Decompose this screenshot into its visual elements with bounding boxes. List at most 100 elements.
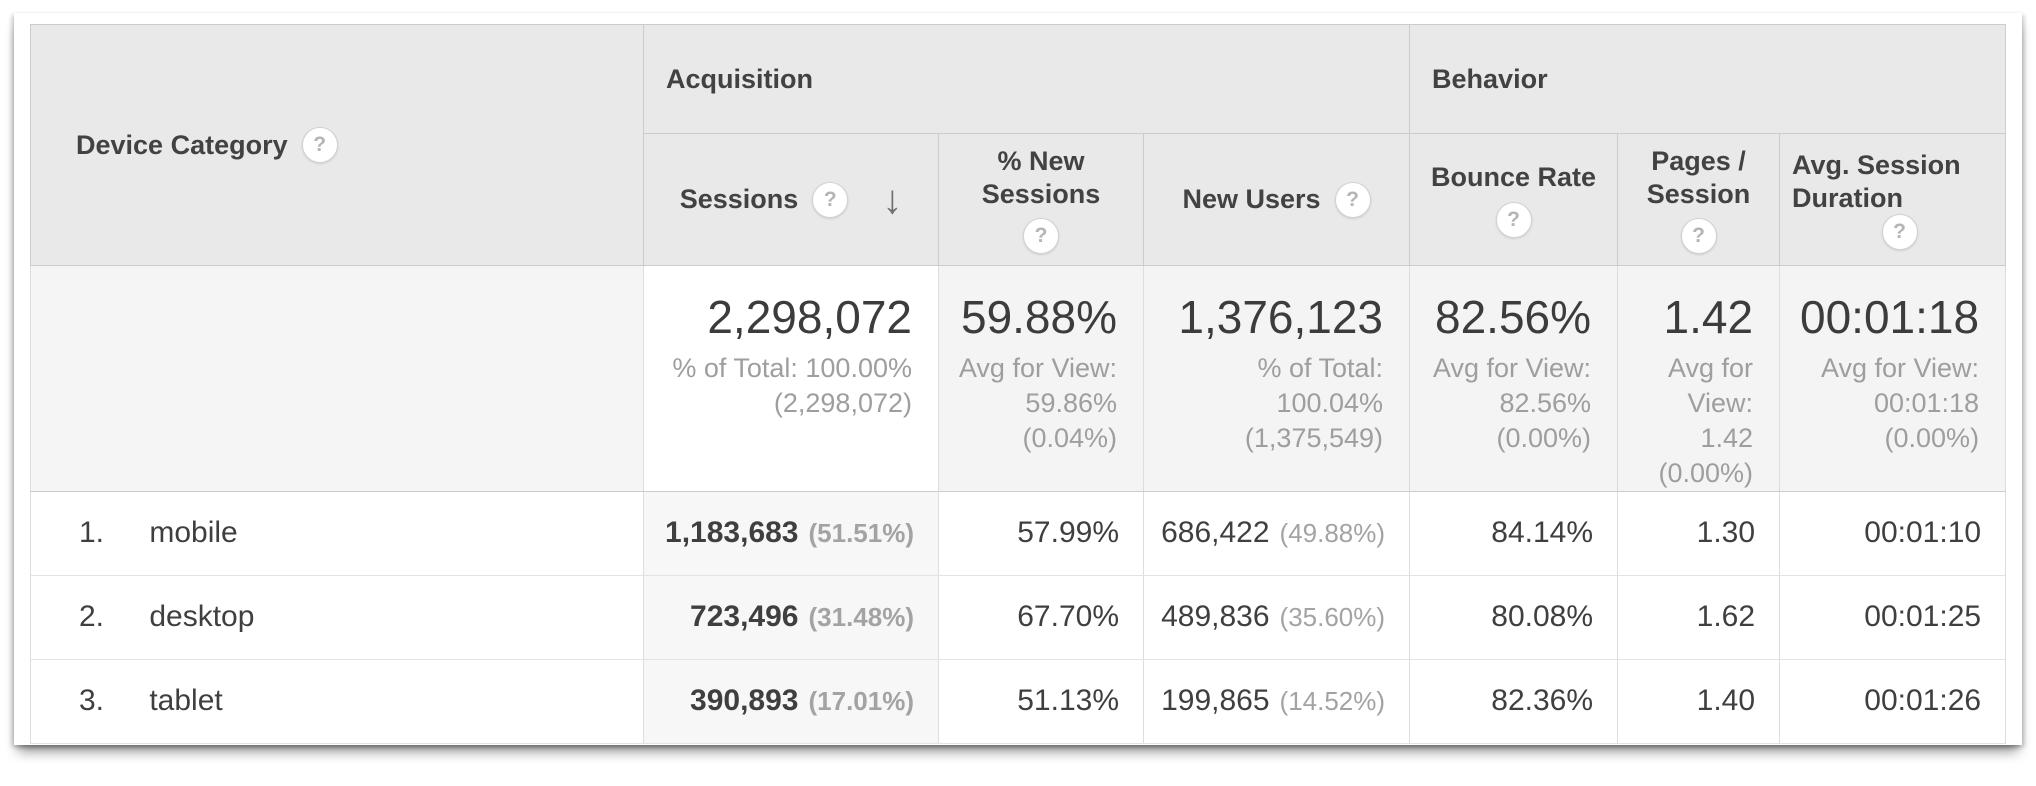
totals-sessions-value: 2,298,072 xyxy=(707,291,912,343)
behavior-group-label: Behavior xyxy=(1432,63,1548,94)
table-row-tablet: 3. tablet 390,893 (17.01%) 51.13% 199,865… xyxy=(30,659,2007,744)
totals-pages-session-cell: 1.42 Avg for View: 1.42 (0.00%) xyxy=(1617,265,1781,492)
pages-session-value: 1.30 xyxy=(1696,516,1756,550)
avg-duration-value: 00:01:10 xyxy=(1864,516,1982,550)
sessions-cell: 723,496 (31.48%) xyxy=(643,575,939,660)
new-users-share: (35.60%) xyxy=(1279,602,1386,633)
device-category-table: Device Category ? Acquisition Behavior S… xyxy=(30,24,2007,744)
help-icon[interactable]: ? xyxy=(1495,201,1532,238)
help-icon[interactable]: ? xyxy=(1334,181,1371,218)
device-label: mobile xyxy=(149,516,238,550)
metric-header-row: Sessions ? ↓ % New Sessions ? New Users … xyxy=(31,133,2007,266)
column-header-sessions[interactable]: Sessions ? ↓ xyxy=(643,133,939,266)
avg-duration-cell: 00:01:25 xyxy=(1779,575,2007,660)
row-index: 1. xyxy=(79,516,105,550)
totals-pages-session-value: 1.42 xyxy=(1663,291,1754,343)
sort-descending-icon[interactable]: ↓ xyxy=(882,177,903,222)
column-header-avg-session-duration[interactable]: Avg. Session Duration ? xyxy=(1779,133,2007,266)
column-header-bounce-rate[interactable]: Bounce Rate ? xyxy=(1409,133,1619,266)
device-label: tablet xyxy=(149,684,223,718)
sessions-cell: 390,893 (17.01%) xyxy=(643,659,939,744)
sessions-share: (17.01%) xyxy=(808,686,915,717)
totals-bounce-rate-value: 82.56% xyxy=(1435,291,1592,343)
device-cell: 2. desktop xyxy=(30,575,644,660)
avg-duration-cell: 00:01:10 xyxy=(1779,491,2007,576)
totals-new-users-value: 1,376,123 xyxy=(1178,291,1384,343)
new-users-value: 489,836 xyxy=(1161,600,1270,634)
totals-sessions-cell: 2,298,072 % of Total: 100.00% (2,298,072… xyxy=(643,265,939,492)
totals-avg-duration-subtext: Avg for View: 00:01:18 (0.00%) xyxy=(1820,352,1980,453)
totals-bounce-rate-subtext: Avg for View: 82.56% (0.00%) xyxy=(1432,352,1592,453)
avg-session-duration-header-label: Avg. Session Duration xyxy=(1792,150,1961,213)
acquisition-group-label: Acquisition xyxy=(666,63,813,94)
device-cell: 1. mobile xyxy=(30,491,644,576)
sessions-share: (51.51%) xyxy=(808,518,915,549)
bounce-rate-value: 80.08% xyxy=(1491,600,1594,634)
analytics-table-card: Device Category ? Acquisition Behavior S… xyxy=(14,13,2022,745)
totals-pct-new-sessions-cell: 59.88% Avg for View: 59.86% (0.04%) xyxy=(938,265,1144,492)
totals-pct-new-sessions-value: 59.88% xyxy=(960,291,1117,343)
totals-sessions-subtext: % of Total: 100.00% (2,298,072) xyxy=(672,352,912,418)
help-icon[interactable]: ? xyxy=(1680,217,1717,254)
totals-avg-duration-value: 00:01:18 xyxy=(1800,291,1980,343)
sessions-cell: 1,183,683 (51.51%) xyxy=(643,491,939,576)
sessions-header-label: Sessions xyxy=(679,184,799,215)
totals-new-users-cell: 1,376,123 % of Total: 100.04% (1,375,549… xyxy=(1142,265,1411,492)
new-users-cell: 686,422 (49.88%) xyxy=(1142,491,1411,576)
row-index: 2. xyxy=(79,600,105,634)
avg-duration-value: 00:01:25 xyxy=(1864,600,1982,634)
pct-new-sessions-value: 57.99% xyxy=(1017,516,1119,550)
bounce-rate-value: 84.14% xyxy=(1491,516,1594,550)
column-header-pct-new-sessions[interactable]: % New Sessions ? xyxy=(938,133,1144,266)
totals-avg-duration-cell: 00:01:18 Avg for View: 00:01:18 (0.00%) xyxy=(1779,265,2007,492)
new-users-share: (14.52%) xyxy=(1279,686,1386,717)
new-users-value: 199,865 xyxy=(1161,684,1270,718)
bounce-rate-header-label: Bounce Rate xyxy=(1431,162,1597,193)
new-users-value: 686,422 xyxy=(1161,516,1270,550)
avg-duration-value: 00:01:26 xyxy=(1864,684,1982,718)
group-header-row: Device Category ? Acquisition Behavior xyxy=(30,24,2007,266)
row-index: 3. xyxy=(79,684,105,718)
new-users-header-label: New Users xyxy=(1182,184,1321,215)
pct-new-sessions-header-label: % New Sessions xyxy=(981,146,1101,209)
pages-session-header-label: Pages / Session xyxy=(1646,146,1751,209)
totals-bounce-rate-cell: 82.56% Avg for View: 82.56% (0.00%) xyxy=(1409,265,1619,492)
totals-pages-session-subtext: Avg for View: 1.42 (0.00%) xyxy=(1658,352,1754,488)
sessions-value: 390,893 xyxy=(690,684,799,718)
pct-new-sessions-value: 51.13% xyxy=(1017,684,1119,718)
avg-duration-cell: 00:01:26 xyxy=(1779,659,2007,744)
pages-session-value: 1.40 xyxy=(1696,684,1756,718)
pct-new-sessions-cell: 67.70% xyxy=(938,575,1144,660)
column-header-device-category[interactable]: Device Category ? xyxy=(30,24,644,266)
column-header-new-users[interactable]: New Users ? xyxy=(1142,133,1411,266)
bounce-rate-cell: 82.36% xyxy=(1409,659,1619,744)
new-users-cell: 489,836 (35.60%) xyxy=(1142,575,1411,660)
pct-new-sessions-value: 67.70% xyxy=(1017,600,1119,634)
table-row-mobile: 1. mobile 1,183,683 (51.51%) 57.99% 686,4… xyxy=(30,491,2007,576)
sessions-share: (31.48%) xyxy=(808,602,915,633)
device-label: desktop xyxy=(149,600,255,634)
totals-new-users-subtext: % of Total: 100.04% (1,375,549) xyxy=(1244,352,1384,453)
pct-new-sessions-cell: 57.99% xyxy=(938,491,1144,576)
bounce-rate-cell: 84.14% xyxy=(1409,491,1619,576)
sessions-value: 723,496 xyxy=(690,600,799,634)
bounce-rate-cell: 80.08% xyxy=(1409,575,1619,660)
totals-pct-new-sessions-subtext: Avg for View: 59.86% (0.04%) xyxy=(958,352,1117,453)
help-icon[interactable]: ? xyxy=(1023,217,1059,254)
help-icon[interactable]: ? xyxy=(301,127,338,163)
pages-session-cell: 1.30 xyxy=(1617,491,1781,576)
group-header-acquisition: Acquisition xyxy=(642,24,1411,134)
pages-session-cell: 1.40 xyxy=(1617,659,1781,744)
sessions-value: 1,183,683 xyxy=(665,516,799,550)
totals-device-cell xyxy=(30,265,644,492)
totals-row: 2,298,072 % of Total: 100.00% (2,298,072… xyxy=(30,265,2007,492)
pct-new-sessions-cell: 51.13% xyxy=(938,659,1144,744)
help-icon[interactable]: ? xyxy=(812,181,849,218)
help-icon[interactable]: ? xyxy=(1881,213,1918,250)
new-users-share: (49.88%) xyxy=(1279,518,1386,549)
pages-session-value: 1.62 xyxy=(1696,600,1756,634)
table-row-desktop: 2. desktop 723,496 (31.48%) 67.70% 489,83… xyxy=(30,575,2007,660)
column-header-pages-session[interactable]: Pages / Session ? xyxy=(1617,133,1781,266)
group-header-behavior: Behavior xyxy=(1409,24,2007,134)
new-users-cell: 199,865 (14.52%) xyxy=(1142,659,1411,744)
